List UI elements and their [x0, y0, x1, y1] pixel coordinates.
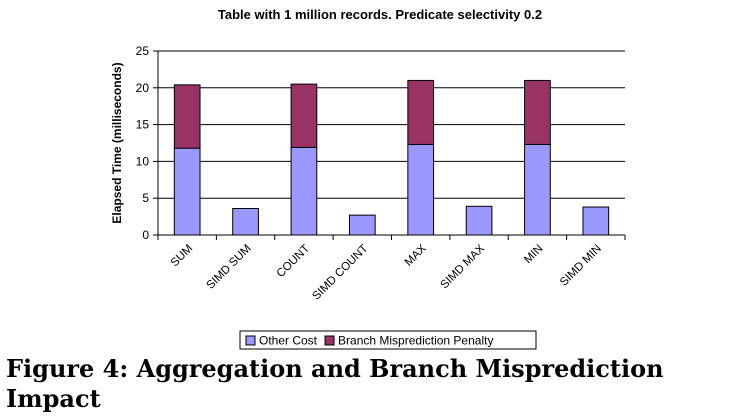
bar-segment — [290, 146, 318, 236]
bar-segment — [465, 205, 493, 236]
x-tick-label: MIN — [522, 243, 545, 266]
y-tick-label: 25 — [136, 44, 150, 58]
bar-segment — [524, 143, 551, 236]
legend-label: Branch Misprediction Penalty — [338, 334, 493, 348]
bar-segment — [582, 206, 610, 236]
x-tick-label: SIMD MAX — [438, 242, 487, 291]
bar-segment — [232, 208, 259, 236]
bar-segment — [524, 79, 551, 145]
x-tick-label: COUNT — [275, 243, 312, 280]
legend-swatch — [324, 335, 335, 346]
x-tick-label: SIMD SUM — [205, 243, 254, 292]
y-tick-label: 5 — [142, 191, 149, 205]
bar-segment — [407, 143, 435, 236]
figure-caption: Figure 4: Aggregation and Branch Mispred… — [6, 354, 664, 413]
bars — [173, 79, 610, 236]
legend-box — [239, 330, 537, 350]
x-tick-label: SIMD MIN — [558, 243, 604, 289]
legend-swatch — [245, 335, 256, 346]
y-axis-label: Elapsed Time (milliseconds) — [110, 62, 124, 223]
gridlines — [158, 50, 625, 199]
x-tick-label: MAX — [403, 242, 429, 268]
bar-segment — [173, 84, 201, 149]
axes — [153, 50, 626, 240]
y-tick-label: 0 — [142, 228, 149, 242]
legend-label: Other Cost — [259, 334, 318, 348]
bar-segment — [348, 214, 376, 236]
bar-segment — [407, 79, 435, 145]
chart-title: Table with 1 million records. Predicate … — [218, 7, 542, 22]
y-tick-labels: 0 5 10 15 20 25 — [136, 44, 150, 242]
x-tick-label: SUM — [169, 243, 196, 270]
y-tick-label: 10 — [136, 154, 150, 168]
y-tick-label: 20 — [136, 81, 150, 95]
bar-segment — [173, 147, 201, 236]
y-tick-label: 15 — [136, 118, 150, 132]
legend: Other Cost Branch Misprediction Penalty — [239, 330, 537, 350]
bar-segment — [290, 83, 318, 148]
chart: Table with 1 million records. Predicate … — [110, 7, 626, 350]
x-tick-label: SIMD COUNT — [310, 243, 370, 303]
